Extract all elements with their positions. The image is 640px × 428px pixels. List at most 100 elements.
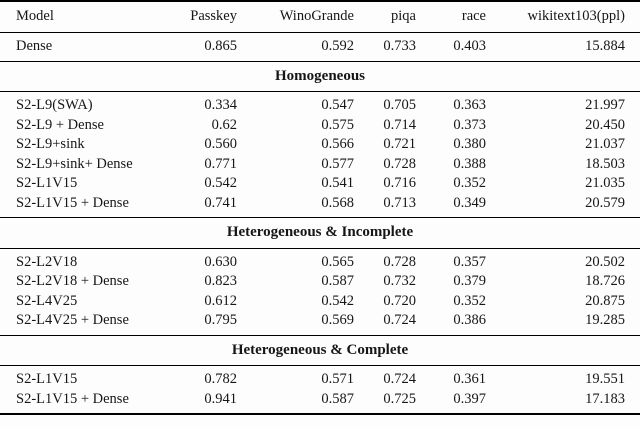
value-cell: 0.363: [453, 97, 486, 113]
value-cell: 0.705: [383, 97, 416, 113]
value-cell: 0.568: [321, 194, 354, 211]
value-cell: 0.728: [383, 253, 416, 270]
value-cell: 19.551: [585, 371, 625, 387]
value-cell: 0.795: [204, 312, 237, 328]
value-cell: 0.357: [453, 253, 486, 270]
model-cell: S2-L2V18 + Dense: [16, 273, 129, 289]
value-cell: 0.380: [453, 136, 486, 152]
value-cell: 17.183: [585, 390, 625, 407]
model-cell: S2-L1V15 + Dense: [16, 390, 129, 407]
column-header-model: Model: [0, 1, 165, 33]
value-cell: 0.724: [383, 312, 416, 328]
value-cell: 0.612: [204, 292, 237, 309]
section-header-row: Homogeneous: [0, 60, 640, 92]
table-row: S2-L4V25 + Dense 0.795 0.569 0.724 0.386 19.2…: [0, 311, 640, 335]
value-cell: 0.379: [453, 273, 486, 289]
value-cell: 0.566: [321, 136, 354, 152]
value-cell: 0.577: [321, 155, 354, 172]
value-cell: 20.875: [585, 292, 625, 309]
value-cell: 0.352: [453, 175, 486, 191]
value-cell: 20.502: [585, 253, 625, 270]
value-cell: 0.361: [453, 371, 486, 387]
table-body: Dense 0.865 0.592 0.733 0.403 15.884 Homogeneo…: [0, 32, 640, 415]
value-cell: 0.352: [453, 292, 486, 309]
table-row: S2-L9+sink+ Dense 0.771 0.577 0.728 0.388 18.…: [0, 155, 640, 175]
value-cell: 0.542: [321, 292, 354, 309]
column-header-winogrande: WinoGrande: [240, 1, 356, 33]
table-row: S2-L9 + Dense 0.62 0.575 0.714 0.373 20.450: [0, 116, 640, 136]
value-cell: 0.630: [204, 253, 237, 270]
value-cell: 18.726: [585, 273, 625, 289]
section-header: Heterogeneous & Incomplete: [0, 217, 640, 249]
table-row: Dense 0.865 0.592 0.733 0.403 15.884: [0, 32, 640, 62]
value-cell: 0.782: [204, 371, 237, 387]
table-row: S2-L2V18 + Dense 0.823 0.587 0.732 0.379 18.7…: [0, 272, 640, 292]
table-row: S2-L1V15 0.542 0.541 0.716 0.352 21.035: [0, 174, 640, 194]
value-cell: 0.732: [383, 273, 416, 289]
value-cell: 0.724: [383, 371, 416, 387]
value-cell: 0.349: [453, 194, 486, 211]
value-cell: 0.587: [321, 390, 354, 407]
model-cell: Dense: [0, 32, 165, 62]
value-cell: 0.771: [204, 155, 237, 172]
table-row: S2-L9+sink 0.560 0.566 0.721 0.380 21.037: [0, 135, 640, 155]
value-cell: 0.823: [204, 273, 237, 289]
value-cell: 0.725: [383, 390, 416, 407]
value-cell: 0.741: [204, 194, 237, 211]
value-cell: 21.037: [585, 136, 625, 152]
section-header-row: Heterogeneous & Complete: [0, 334, 640, 366]
value-cell: 0.565: [321, 253, 354, 270]
table-row: S2-L1V15 + Dense 0.741 0.568 0.713 0.349 20.5…: [0, 194, 640, 218]
value-cell: 0.865: [165, 32, 240, 62]
value-cell: 0.733: [356, 32, 418, 62]
model-cell: S2-L9 + Dense: [16, 116, 104, 133]
value-cell: 21.035: [585, 175, 625, 191]
table-row: S2-L9(SWA) 0.334 0.547 0.705 0.363 21.997: [0, 92, 640, 116]
value-cell: 0.386: [453, 312, 486, 328]
value-cell: 0.373: [453, 116, 486, 133]
value-cell: 0.716: [383, 175, 416, 191]
column-header-piqa: piqa: [356, 1, 418, 33]
value-cell: 0.62: [211, 116, 237, 133]
table-row: S2-L2V18 0.630 0.565 0.728 0.357 20.502: [0, 248, 640, 272]
value-cell: 0.541: [321, 175, 354, 191]
table-row: S2-L1V15 + Dense 0.941 0.587 0.725 0.397 17.1…: [0, 390, 640, 415]
section-header: Heterogeneous & Complete: [0, 334, 640, 366]
value-cell: 20.450: [585, 116, 625, 133]
model-cell: S2-L9+sink: [16, 136, 85, 152]
results-table: Model Passkey WinoGrande piqa race wikit…: [0, 0, 640, 415]
value-cell: 0.388: [453, 155, 486, 172]
model-cell: S2-L1V15: [16, 371, 78, 387]
value-cell: 0.728: [383, 155, 416, 172]
value-cell: 0.714: [383, 116, 416, 133]
value-cell: 0.720: [383, 292, 416, 309]
value-cell: 0.547: [321, 97, 354, 113]
table-row: S2-L4V25 0.612 0.542 0.720 0.352 20.875: [0, 292, 640, 312]
model-cell: S2-L9+sink+ Dense: [16, 155, 133, 172]
value-cell: 0.334: [204, 97, 237, 113]
value-cell: 0.403: [418, 32, 488, 62]
model-cell: S2-L4V25 + Dense: [16, 312, 129, 328]
value-cell: 15.884: [488, 32, 640, 62]
value-cell: 0.941: [204, 390, 237, 407]
section-header: Homogeneous: [0, 60, 640, 92]
value-cell: 0.571: [321, 371, 354, 387]
model-cell: S2-L1V15 + Dense: [16, 194, 129, 211]
value-cell: 0.721: [383, 136, 416, 152]
value-cell: 19.285: [585, 312, 625, 328]
model-cell: S2-L4V25: [16, 292, 78, 309]
value-cell: 0.713: [383, 194, 416, 211]
table-row: S2-L1V15 0.782 0.571 0.724 0.361 19.551: [0, 366, 640, 390]
model-cell: S2-L2V18: [16, 253, 78, 270]
value-cell: 0.569: [321, 312, 354, 328]
column-header-wikitext: wikitext103(ppl): [488, 1, 640, 33]
value-cell: 0.587: [321, 273, 354, 289]
value-cell: 0.397: [453, 390, 486, 407]
value-cell: 0.542: [204, 175, 237, 191]
value-cell: 20.579: [585, 194, 625, 211]
model-cell: S2-L1V15: [16, 175, 78, 191]
value-cell: 0.560: [204, 136, 237, 152]
value-cell: 18.503: [585, 155, 625, 172]
column-header-race: race: [418, 1, 488, 33]
table-header-row: Model Passkey WinoGrande piqa race wikit…: [0, 1, 640, 33]
